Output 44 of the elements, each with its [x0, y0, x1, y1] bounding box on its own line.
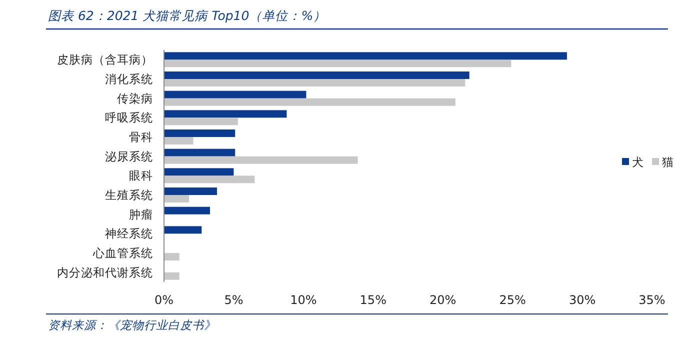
x-tick-label: 20%	[430, 293, 456, 307]
bar	[164, 118, 238, 126]
y-tick-label: 肿瘤	[129, 207, 153, 222]
bar	[164, 72, 470, 79]
y-tick-label: 骨科	[129, 130, 153, 144]
bar	[164, 148, 236, 156]
bar	[164, 60, 512, 68]
y-tick-label: 内分泌和代谢系统	[57, 265, 153, 280]
bar	[164, 137, 194, 144]
bar	[164, 253, 180, 260]
y-tick-label: 神经系统	[105, 226, 153, 241]
x-tick-label: 35%	[638, 293, 666, 307]
legend-label: 猫	[662, 155, 674, 169]
bar	[164, 188, 217, 195]
bar	[164, 168, 234, 176]
y-tick-label: 生殖系统	[105, 188, 153, 202]
bar	[164, 90, 306, 98]
y-tick-label: 眼科	[129, 168, 153, 183]
bar	[164, 130, 236, 137]
bar	[164, 110, 287, 118]
y-tick-label: 皮肤病（含耳病）	[57, 52, 153, 67]
y-tick-label: 传染病	[117, 91, 153, 106]
bar	[164, 52, 567, 60]
bar	[164, 176, 255, 184]
x-tick-label: 15%	[360, 293, 386, 307]
x-tick-label: 25%	[499, 293, 526, 307]
text: 资料来源：《宠物行业白皮书》	[48, 318, 216, 332]
bar	[164, 226, 202, 234]
y-tick-label: 呼吸系统	[105, 110, 153, 125]
y-tick-label: 泌尿系统	[105, 149, 153, 164]
bar	[164, 206, 210, 214]
bar	[164, 195, 190, 202]
y-tick-label: 心血管系统	[92, 246, 153, 260]
x-tick-label: 10%	[290, 293, 317, 307]
bar	[164, 98, 456, 106]
x-tick-label: 5%	[224, 293, 244, 307]
legend-label: 犬	[632, 155, 644, 169]
x-tick-label: 0%	[154, 293, 174, 307]
bar	[164, 272, 180, 280]
bar	[164, 79, 466, 86]
y-tick-label: 消化系统	[105, 72, 153, 86]
bar	[164, 156, 358, 164]
chart-title: 图表 62：2021 犬猫常见病 Top10（单位：%）	[48, 8, 326, 23]
x-tick-label: 30%	[568, 293, 596, 307]
